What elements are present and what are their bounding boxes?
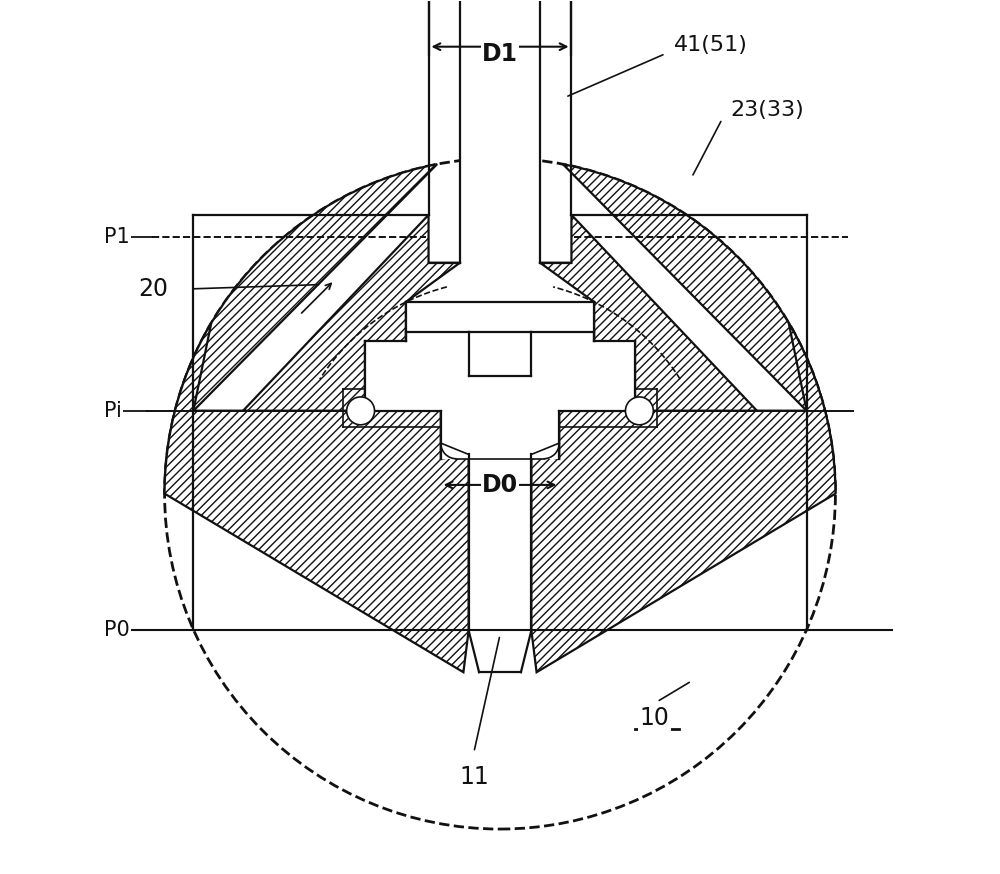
Polygon shape <box>165 164 460 494</box>
Text: 41(51): 41(51) <box>674 35 748 55</box>
Bar <box>470 332 530 376</box>
Polygon shape <box>441 411 559 459</box>
Text: 11: 11 <box>459 765 489 788</box>
Polygon shape <box>531 323 835 672</box>
Text: 23(33): 23(33) <box>731 101 805 121</box>
Polygon shape <box>365 302 635 411</box>
Text: P1: P1 <box>104 226 129 246</box>
Polygon shape <box>469 459 531 672</box>
Polygon shape <box>406 263 594 302</box>
Text: Pi: Pi <box>104 401 121 421</box>
Bar <box>460 0 540 263</box>
Text: D1: D1 <box>482 42 518 66</box>
Polygon shape <box>165 323 469 672</box>
Circle shape <box>625 397 653 425</box>
Text: 10: 10 <box>639 705 669 730</box>
Circle shape <box>347 397 375 425</box>
Text: D0: D0 <box>482 473 518 497</box>
Polygon shape <box>540 164 835 494</box>
Text: P0: P0 <box>104 621 129 641</box>
Text: 20: 20 <box>138 277 168 301</box>
